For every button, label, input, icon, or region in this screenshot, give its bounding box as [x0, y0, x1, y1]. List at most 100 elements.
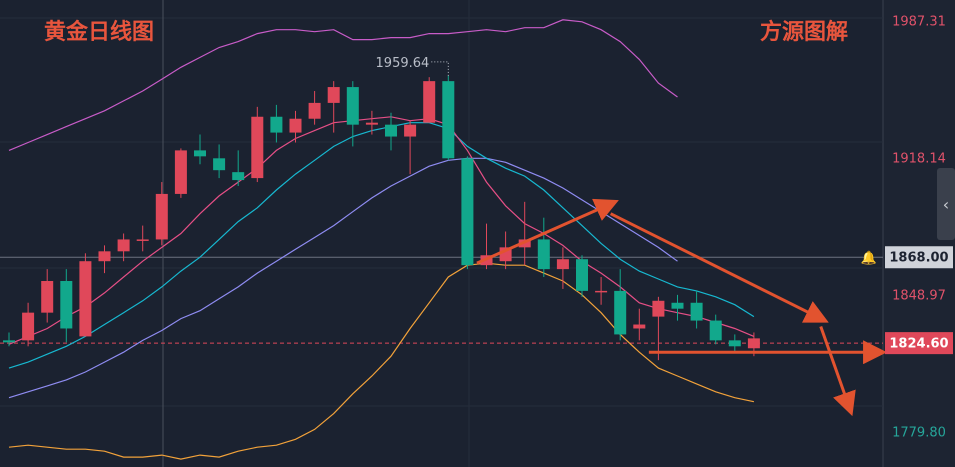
candle — [41, 269, 54, 323]
candle — [346, 81, 359, 147]
candle-body — [289, 118, 302, 133]
candle — [595, 277, 608, 305]
candle-body — [174, 150, 187, 194]
candle-body — [194, 150, 206, 157]
moving-average-slow-line — [8, 157, 678, 399]
price-axis-label: 1779.80 — [892, 425, 946, 440]
candle-body — [423, 81, 436, 123]
candle-body — [614, 290, 627, 335]
candle — [690, 290, 703, 329]
candle — [404, 120, 417, 175]
candle-body — [652, 300, 665, 317]
candle-body — [709, 320, 722, 341]
candle — [98, 245, 111, 274]
moving-average-fast-line — [8, 116, 755, 345]
candle — [117, 233, 130, 262]
chart-title: 黄金日线图 — [44, 20, 155, 45]
trend-arrow — [609, 212, 829, 323]
candle — [423, 77, 436, 123]
peak-price-label: 1959.64 — [376, 56, 430, 71]
current-price-badge — [885, 332, 953, 355]
candle — [213, 144, 226, 179]
candle-body — [213, 158, 226, 171]
crosshair-price-badge — [885, 246, 953, 269]
candle-body — [747, 338, 760, 349]
candles — [3, 75, 760, 361]
candle-body — [22, 312, 35, 341]
watermark-title: 方源图解 — [760, 20, 849, 45]
candle — [633, 308, 646, 341]
candle-body — [461, 158, 474, 266]
price-axis-labels: 1987.31 1918.14 🔔 1868.00 1848.97 1824.60 1779… — [861, 15, 953, 440]
candle — [232, 150, 245, 187]
candle — [728, 334, 741, 353]
candle — [155, 182, 168, 246]
candle-body — [633, 324, 646, 329]
candle-body — [3, 340, 15, 343]
candle — [537, 217, 550, 278]
candle — [60, 269, 73, 343]
candle — [308, 91, 321, 125]
trend-arrow — [819, 326, 856, 417]
candle-body — [346, 87, 359, 125]
candle — [289, 110, 302, 143]
candle-body — [690, 302, 703, 321]
candle — [652, 296, 665, 361]
candle-body — [117, 239, 130, 252]
candle — [194, 134, 206, 165]
candle-body — [365, 122, 378, 125]
candle — [327, 81, 340, 133]
candle — [556, 247, 569, 289]
candle-body — [41, 280, 54, 313]
bollinger-lower-line — [8, 262, 755, 460]
candle — [671, 294, 684, 321]
candle — [22, 302, 35, 347]
candle-body — [60, 280, 73, 329]
candle — [3, 332, 15, 347]
candle-body — [537, 239, 550, 270]
candle-body — [98, 251, 111, 262]
chevron-left-icon: ‹ — [943, 195, 949, 214]
candle — [709, 314, 722, 345]
moving-average-mid-line — [8, 122, 755, 369]
candle-body — [136, 239, 149, 241]
candle — [251, 106, 264, 183]
price-axis-label: 1987.31 — [892, 15, 946, 30]
candle-body — [308, 102, 321, 119]
price-axis-label: 1848.97 — [892, 288, 946, 303]
candle — [79, 253, 92, 337]
collapse-tab-background — [937, 168, 955, 240]
candle-body — [155, 193, 168, 240]
candle — [365, 110, 378, 135]
candle-body — [576, 259, 588, 291]
candle-body — [671, 302, 684, 309]
candle-body — [251, 116, 264, 179]
candle-body — [385, 124, 397, 137]
candle-body — [728, 340, 741, 347]
price-axis-label: 1868.00 — [889, 251, 948, 266]
price-axis-label: 1918.14 — [892, 152, 946, 167]
candle-body — [270, 116, 283, 133]
candle — [136, 225, 149, 252]
candle-body — [404, 124, 417, 137]
candle — [270, 104, 283, 143]
candle-body — [556, 259, 569, 270]
candle — [461, 156, 474, 270]
candle-body — [595, 290, 608, 293]
candle — [442, 75, 455, 161]
candle-body — [327, 87, 340, 103]
candle — [385, 112, 397, 151]
trend-arrow — [476, 198, 619, 265]
price-axis-label: 1824.60 — [889, 337, 948, 352]
candle-body — [232, 172, 245, 181]
candle-body — [79, 261, 92, 337]
candle — [174, 148, 187, 198]
collapse-panel-tab: ‹ — [937, 168, 955, 240]
candle — [614, 269, 627, 341]
candle-body — [442, 81, 455, 159]
candle — [576, 255, 588, 297]
bell-icon: 🔔 — [861, 250, 877, 266]
